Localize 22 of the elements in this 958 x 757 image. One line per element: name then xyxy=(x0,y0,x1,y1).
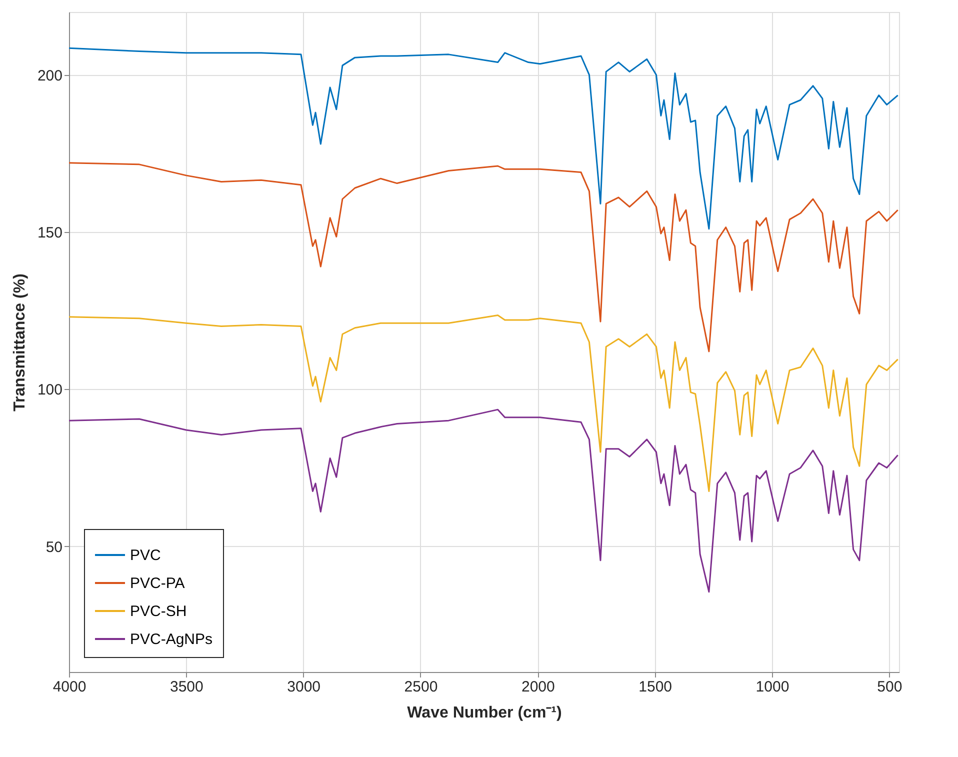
legend-label: PVC xyxy=(130,547,162,564)
y-tick-label: 100 xyxy=(37,382,62,399)
legend-label: PVC-PA xyxy=(130,575,185,592)
line-series xyxy=(68,47,899,230)
x-tick-label: 4000 xyxy=(52,678,86,696)
x-tick-label: 2000 xyxy=(521,678,555,696)
legend-label: PVC-AgNPs xyxy=(130,631,213,648)
x-tick-label: 500 xyxy=(877,678,902,696)
line-series xyxy=(68,408,899,593)
x-tick-label: 3500 xyxy=(170,678,204,696)
x-tick-label: 2500 xyxy=(404,678,438,696)
x-tick-label: 3000 xyxy=(287,678,321,696)
x-axis-title: Wave Number (cm⁻¹) xyxy=(407,704,562,722)
y-tick-label: 50 xyxy=(46,538,62,556)
y-axis-title: Transmittance (%) xyxy=(11,274,28,412)
legend-label: PVC-SH xyxy=(130,603,187,620)
x-tick-label: 1500 xyxy=(638,678,672,696)
y-tick-label: 200 xyxy=(37,67,62,84)
line-series xyxy=(68,314,899,492)
x-tick-label: 1000 xyxy=(756,678,790,696)
line-series xyxy=(68,162,899,352)
y-tick-label: 150 xyxy=(37,224,62,242)
